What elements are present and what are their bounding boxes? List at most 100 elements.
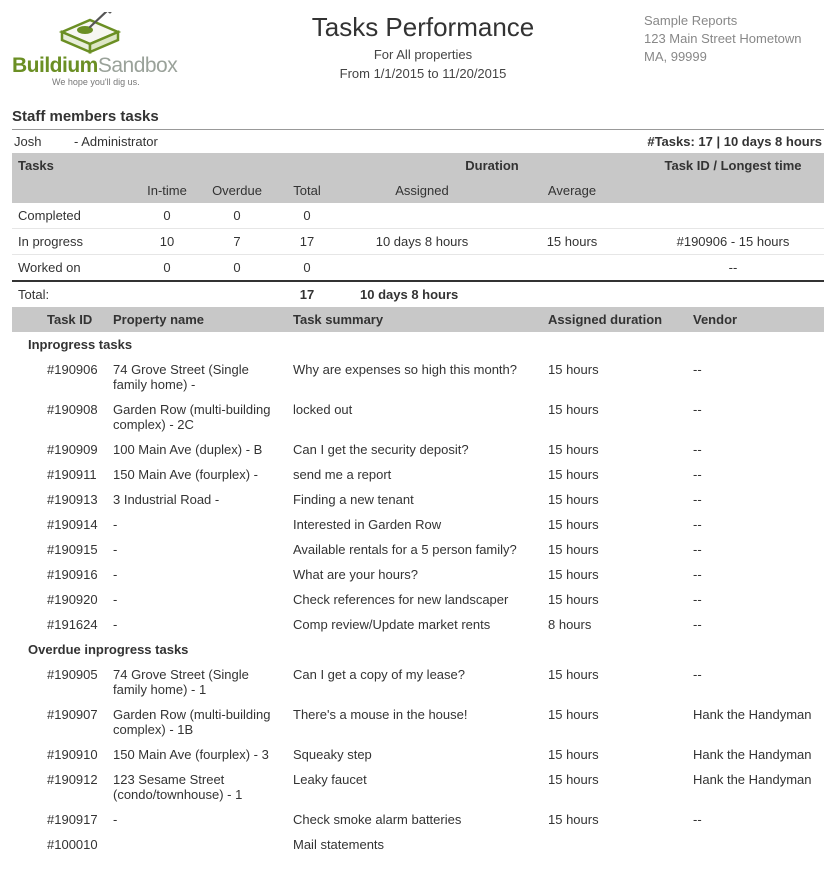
summary-row-label: Completed [12, 203, 132, 229]
task-property: 3 Industrial Road - [107, 487, 287, 512]
task-row: #191624-Comp review/Update market rents8… [12, 612, 824, 637]
summary-row-total: 0 [272, 203, 342, 229]
task-id: #190917 [12, 807, 107, 832]
staff-name: Josh [14, 134, 41, 149]
task-id: #190913 [12, 487, 107, 512]
summary-total-total: 17 [272, 281, 342, 307]
staff-role: - Administrator [74, 134, 158, 149]
task-property: 150 Main Ave (fourplex) - [107, 462, 287, 487]
task-duration: 15 hours [542, 462, 687, 487]
address-line1: Sample Reports [644, 12, 824, 30]
subtitle-1: For All properties [202, 47, 644, 62]
detail-table: Task ID Property name Task summary Assig… [12, 307, 824, 857]
task-summary: Can I get the security deposit? [287, 437, 542, 462]
task-property: 123 Sesame Street (condo/townhouse) - 1 [107, 767, 287, 807]
task-row: #190907Garden Row (multi-building comple… [12, 702, 824, 742]
task-id: #190910 [12, 742, 107, 767]
task-row: #190908Garden Row (multi-building comple… [12, 397, 824, 437]
group-header-row: Overdue inprogress tasks [12, 637, 824, 662]
logo-tagline: We hope you'll dig us. [52, 77, 140, 87]
task-id: #190916 [12, 562, 107, 587]
task-row: #190914-Interested in Garden Row15 hours… [12, 512, 824, 537]
task-row: #1909133 Industrial Road -Finding a new … [12, 487, 824, 512]
task-vendor: Hank the Handyman [687, 742, 824, 767]
task-id: #190907 [12, 702, 107, 742]
group-header-row: Inprogress tasks [12, 332, 824, 357]
task-row: #190912123 Sesame Street (condo/townhous… [12, 767, 824, 807]
task-id: #190915 [12, 537, 107, 562]
summary-row: Worked on000-- [12, 255, 824, 282]
task-id: #190911 [12, 462, 107, 487]
summary-row-intime: 0 [132, 255, 202, 282]
task-duration: 15 hours [542, 437, 687, 462]
task-row: #100010Mail statements [12, 832, 824, 857]
group-title: Overdue inprogress tasks [12, 637, 824, 662]
summary-row-assigned [342, 203, 502, 229]
summary-row-label: In progress [12, 229, 132, 255]
task-summary: There's a mouse in the house! [287, 702, 542, 742]
task-summary: Squeaky step [287, 742, 542, 767]
task-duration: 15 hours [542, 512, 687, 537]
summary-h-longest: Task ID / Longest time [642, 153, 824, 178]
summary-row-average [502, 203, 642, 229]
task-id: #191624 [12, 612, 107, 637]
task-vendor: Hank the Handyman [687, 702, 824, 742]
summary-row-assigned: 10 days 8 hours [342, 229, 502, 255]
svg-text:BuildiumSandbox: BuildiumSandbox [12, 54, 178, 77]
subtitle-2: From 1/1/2015 to 11/20/2015 [202, 66, 644, 81]
task-property: 150 Main Ave (fourplex) - 3 [107, 742, 287, 767]
summary-h-overdue: Overdue [202, 178, 272, 203]
task-property: 100 Main Ave (duplex) - B [107, 437, 287, 462]
summary-h-duration: Duration [342, 153, 642, 178]
task-vendor: -- [687, 437, 824, 462]
task-property: 74 Grove Street (Single family home) - [107, 357, 287, 397]
address-line3: MA, 99999 [644, 48, 824, 66]
task-property: - [107, 612, 287, 637]
summary-row-longest: -- [642, 255, 824, 282]
task-property: - [107, 512, 287, 537]
report-address: Sample Reports 123 Main Street Hometown … [644, 12, 824, 67]
group-title: Inprogress tasks [12, 332, 824, 357]
task-id: #190905 [12, 662, 107, 702]
task-duration [542, 832, 687, 857]
summary-row-longest: #190906 - 15 hours [642, 229, 824, 255]
detail-h-summary: Task summary [287, 307, 542, 332]
task-row: #190909100 Main Ave (duplex) - BCan I ge… [12, 437, 824, 462]
staff-bar: Josh - Administrator #Tasks: 17 | 10 day… [12, 129, 824, 153]
summary-row-average: 15 hours [502, 229, 642, 255]
summary-h-intime: In-time [132, 178, 202, 203]
task-duration: 15 hours [542, 397, 687, 437]
summary-row-overdue: 7 [202, 229, 272, 255]
task-summary: Interested in Garden Row [287, 512, 542, 537]
summary-h-assigned: Assigned [342, 178, 502, 203]
detail-h-property: Property name [107, 307, 287, 332]
task-id: #190914 [12, 512, 107, 537]
task-vendor [687, 832, 824, 857]
task-summary: Comp review/Update market rents [287, 612, 542, 637]
summary-table: Tasks Duration Task ID / Longest time In… [12, 153, 824, 307]
task-property: - [107, 587, 287, 612]
detail-h-id: Task ID [12, 307, 107, 332]
task-summary: Available rentals for a 5 person family? [287, 537, 542, 562]
task-vendor: Hank the Handyman [687, 767, 824, 807]
task-property: Garden Row (multi-building complex) - 2C [107, 397, 287, 437]
task-duration: 8 hours [542, 612, 687, 637]
task-vendor: -- [687, 357, 824, 397]
summary-row-overdue: 0 [202, 203, 272, 229]
task-id: #190906 [12, 357, 107, 397]
task-duration: 15 hours [542, 702, 687, 742]
logo-graphic: BuildiumSandbox We hope you'll dig us. [12, 12, 182, 92]
task-id: #190912 [12, 767, 107, 807]
task-summary: locked out [287, 397, 542, 437]
summary-h-total: Total [272, 178, 342, 203]
task-duration: 15 hours [542, 662, 687, 702]
task-row: #190920-Check references for new landsca… [12, 587, 824, 612]
detail-h-duration: Assigned duration [542, 307, 687, 332]
summary-row-total: 17 [272, 229, 342, 255]
task-property: 74 Grove Street (Single family home) - 1 [107, 662, 287, 702]
address-line2: 123 Main Street Hometown [644, 30, 824, 48]
task-vendor: -- [687, 397, 824, 437]
task-property [107, 832, 287, 857]
task-duration: 15 hours [542, 357, 687, 397]
task-duration: 15 hours [542, 487, 687, 512]
